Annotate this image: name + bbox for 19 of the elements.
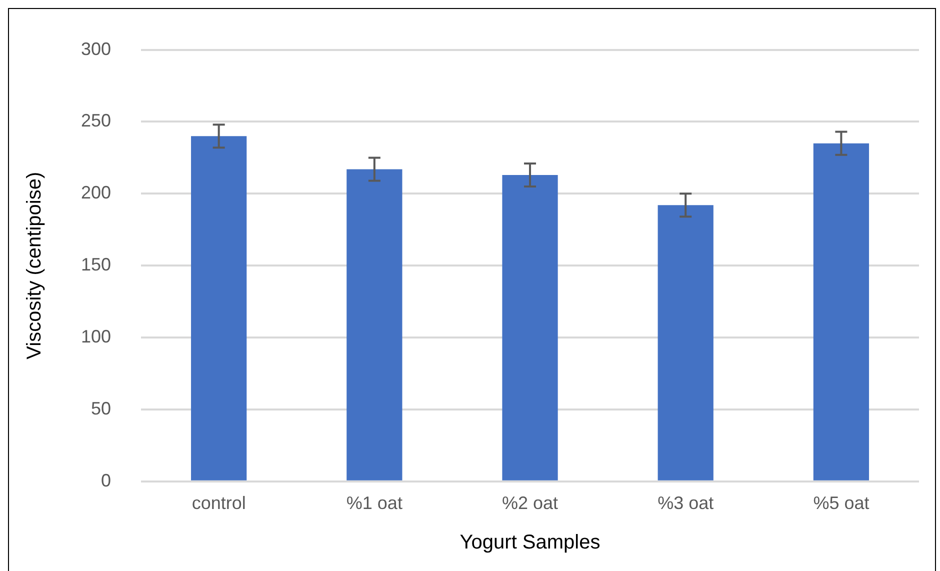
y-tick-label: 200 <box>80 182 112 203</box>
y-axis-title: Viscosity (centipoise) <box>24 172 46 360</box>
y-tick-label: 100 <box>80 326 112 346</box>
bar <box>658 205 714 480</box>
x-tick-label: control <box>192 493 246 514</box>
bar <box>502 174 558 480</box>
bar <box>346 169 402 480</box>
x-tick-label: %5 oat <box>813 493 870 514</box>
y-tick-label: 300 <box>80 38 112 59</box>
y-tick-label: 250 <box>80 110 112 131</box>
y-tick-label: 150 <box>80 254 112 275</box>
x-tick-label: %3 oat <box>658 493 714 514</box>
x-tick-label: %2 oat <box>502 493 558 514</box>
y-tick-label: 50 <box>91 398 112 418</box>
x-axis-title: Yogurt Samples <box>460 532 600 554</box>
bar <box>813 143 870 480</box>
y-tick-label: 0 <box>101 470 112 490</box>
bar <box>191 136 247 480</box>
x-tick-label: %1 oat <box>346 493 402 514</box>
